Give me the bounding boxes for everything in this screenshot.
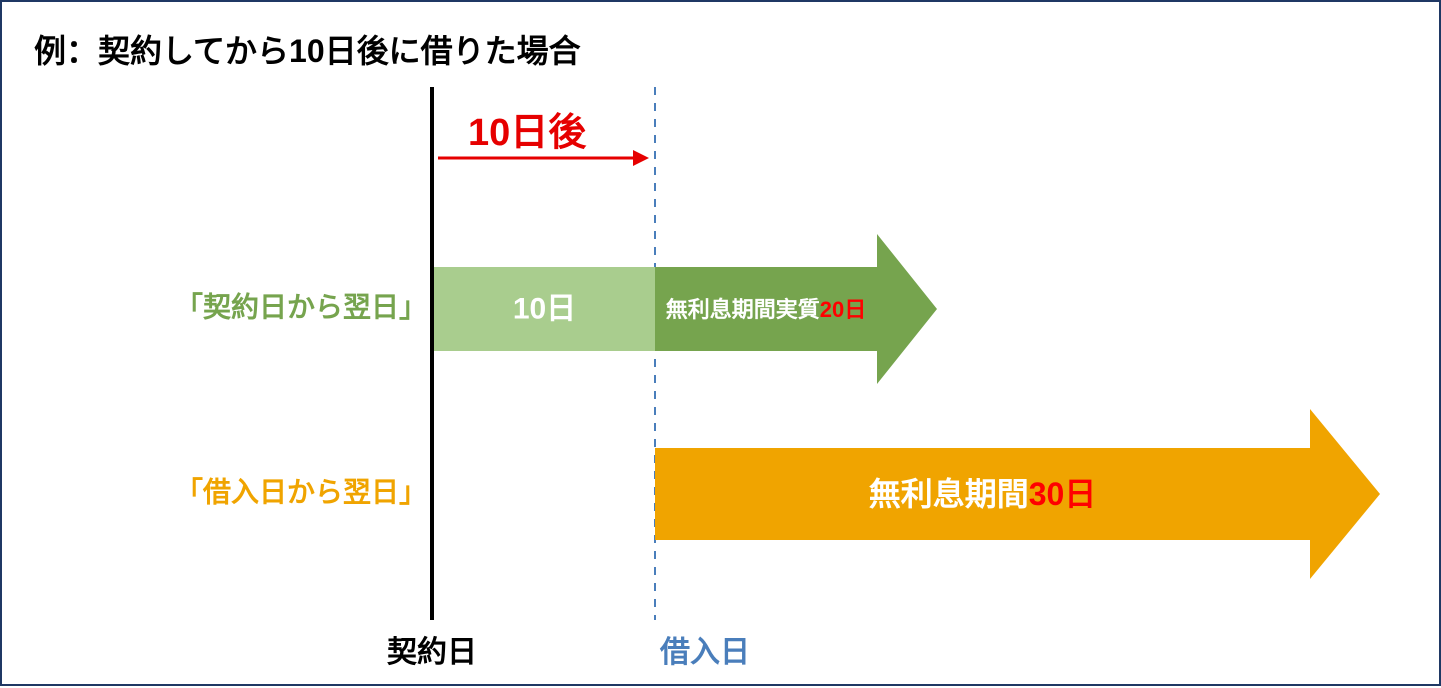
diagram-title: 例：契約してから10日後に借りた場合 (34, 33, 581, 69)
diagram-canvas: 例：契約してから10日後に借りた場合契約日 借入日 10日後「契約日から翌日」 10日… (2, 2, 1441, 688)
row2-label: 「借入日から翌日」 (175, 475, 427, 507)
row1-arrow-text: 無利息期間実質20日 (666, 297, 867, 322)
ten-days-later-label: 10日後 (468, 112, 587, 154)
row1-label: 「契約日から翌日」 (175, 290, 427, 322)
contract-axis-label: 契約日 (387, 636, 477, 669)
borrow-axis-label: 借入日 (659, 636, 750, 669)
row2-arrow-text: 無利息期間30日 (869, 476, 1097, 512)
row1-block-text: 10日 (513, 293, 576, 326)
